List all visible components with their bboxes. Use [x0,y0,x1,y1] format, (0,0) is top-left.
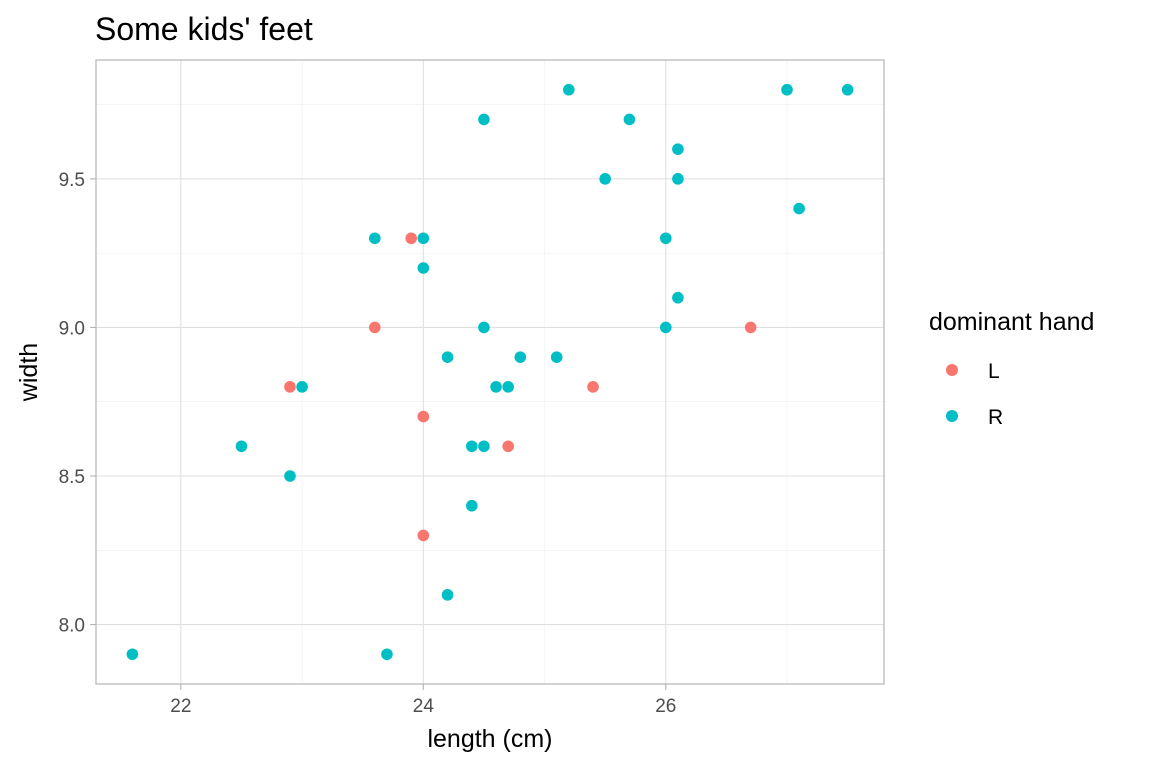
grid [96,60,884,684]
data-point-r [478,321,490,334]
data-point-r [466,499,478,512]
data-point-r [441,589,454,601]
legend-key-l [946,364,958,376]
axis-ticks: 22 24 26 8.0 8.5 9.0 9.5 [59,170,677,717]
data-point-r [284,470,296,482]
data-point-r [659,232,672,245]
series-r [126,83,854,661]
x-tick-label: 26 [655,696,676,717]
data-point-r [623,113,636,126]
y-tick-label: 9.5 [59,170,85,191]
data-point-r [235,440,248,453]
data-point-l [502,440,514,453]
data-point-r [563,83,575,96]
data-point-r [502,381,514,393]
data-point-r [478,440,490,453]
y-axis-title: width [15,343,43,402]
data-point-r [466,440,478,453]
legend-title: dominant hand [929,308,1094,336]
legend: dominant hand L R [929,308,1094,429]
data-point-r [672,173,684,185]
series-l [284,232,757,542]
data-points [126,83,854,661]
data-point-r [369,232,381,245]
data-point-l [744,321,757,334]
data-point-r [781,83,793,96]
data-point-r [841,83,854,96]
data-point-r [793,202,805,215]
data-point-r [381,648,393,661]
legend-label-l: L [988,360,1000,383]
data-point-l [369,321,381,334]
x-axis-title: length (cm) [427,725,552,753]
data-point-r [672,143,684,155]
data-point-r [599,173,611,185]
data-point-l [405,232,418,245]
legend-label-r: R [988,406,1003,429]
data-point-r [490,381,502,393]
chart-title: Some kids' feet [95,11,313,47]
data-point-l [417,529,430,542]
data-point-r [417,262,430,274]
data-point-r [672,291,684,304]
data-point-l [284,381,296,393]
y-tick-label: 9.0 [59,318,85,339]
data-point-r [478,113,490,126]
x-tick-label: 22 [170,696,191,717]
legend-key-r [946,410,958,422]
data-point-r [126,648,139,661]
y-tick-label: 8.5 [59,467,85,488]
data-point-l [587,381,599,393]
data-point-r [296,381,308,393]
data-point-r [417,232,430,245]
data-point-l [417,410,430,423]
data-point-r [514,351,527,363]
plot-panel [95,59,885,685]
x-tick-label: 24 [413,696,435,717]
data-point-r [550,351,563,363]
data-point-r [441,351,454,363]
y-tick-label: 8.0 [59,616,85,637]
data-point-r [659,321,672,334]
